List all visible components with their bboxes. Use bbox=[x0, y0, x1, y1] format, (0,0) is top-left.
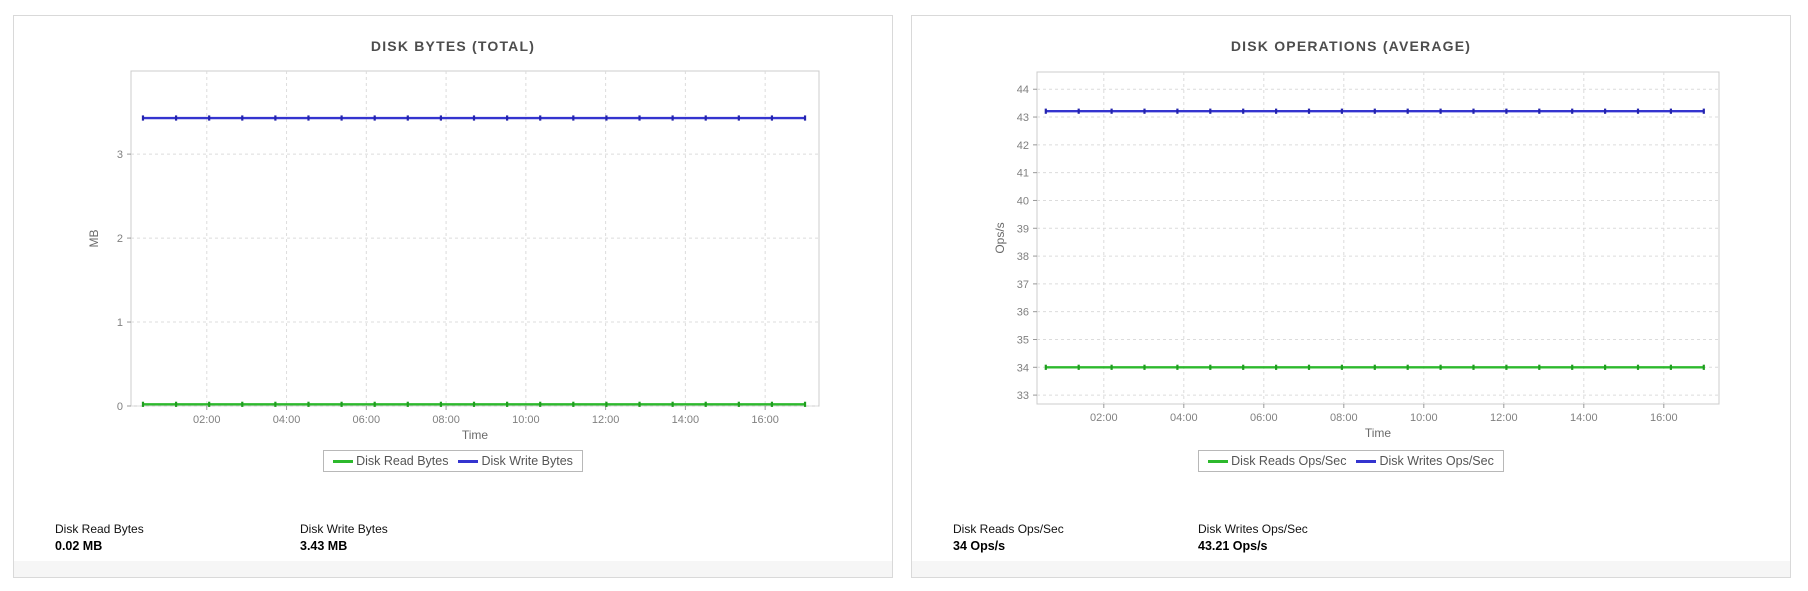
stat-value: 43.21 Ops/s bbox=[1198, 539, 1268, 553]
y-tick-label: 37 bbox=[1017, 279, 1029, 291]
chart-title: DISK BYTES (TOTAL) bbox=[370, 38, 536, 54]
x-tick-label: 04:00 bbox=[273, 414, 301, 426]
y-tick-label: 41 bbox=[1017, 168, 1029, 180]
stat-label: Disk Writes Ops/Sec bbox=[1198, 522, 1308, 536]
legend-label: Disk Read Bytes bbox=[356, 454, 449, 468]
x-tick-label: 08:00 bbox=[432, 414, 460, 426]
y-tick-label: 34 bbox=[1017, 362, 1029, 374]
y-tick-label: 35 bbox=[1017, 334, 1029, 346]
y-tick-label: 33 bbox=[1017, 390, 1029, 402]
y-tick-label: 38 bbox=[1017, 251, 1029, 263]
legend-row: Disk Reads Ops/Sec Disk Writes Ops/Sec bbox=[912, 450, 1790, 472]
panel-disk-operations: DISK OPERATIONS (AVERAGE) 33 34 35 36 37 38 39… bbox=[911, 15, 1791, 578]
y-tick-label: 44 bbox=[1017, 84, 1029, 96]
chart-legend: Disk Reads Ops/Sec Disk Writes Ops/Sec bbox=[1198, 450, 1504, 472]
chart-title: DISK OPERATIONS (AVERAGE) bbox=[1230, 38, 1472, 54]
legend-item: Disk Reads Ops/Sec bbox=[1208, 454, 1346, 468]
x-tick-label: 16:00 bbox=[751, 414, 779, 426]
x-tick-label: 02:00 bbox=[1090, 412, 1118, 424]
stat-label: Disk Write Bytes bbox=[300, 522, 388, 536]
legend-item: Disk Write Bytes bbox=[458, 454, 573, 468]
stat-disk-read-bytes: Disk Read Bytes 0.02 MB bbox=[55, 522, 144, 556]
stat-disk-reads-ops: Disk Reads Ops/Sec 34 Ops/s bbox=[953, 522, 1064, 556]
panel-footer-strip bbox=[14, 561, 892, 577]
y-tick-label: 3 bbox=[117, 149, 123, 161]
x-tick-label: 10:00 bbox=[1410, 412, 1438, 424]
disk-operations-chart: 33 34 35 36 37 38 39 40 41 42 43 44 02:00 04:00 06:00 0… bbox=[993, 71, 1720, 440]
y-tick-label: 1 bbox=[117, 317, 123, 329]
stat-disk-write-bytes: Disk Write Bytes 3.43 MB bbox=[300, 522, 388, 556]
stat-label: Disk Read Bytes bbox=[55, 522, 144, 536]
x-axis-title: Time bbox=[462, 428, 489, 442]
y-tick-label: 2 bbox=[117, 233, 123, 245]
x-tick-label: 10:00 bbox=[512, 414, 540, 426]
legend-item: Disk Writes Ops/Sec bbox=[1356, 454, 1494, 468]
legend-swatch-line bbox=[458, 459, 479, 463]
y-tick-label: 43 bbox=[1017, 112, 1029, 124]
stat-disk-writes-ops: Disk Writes Ops/Sec 43.21 Ops/s bbox=[1198, 522, 1308, 556]
y-tick-label: 0 bbox=[117, 401, 123, 413]
disk-bytes-chart: 0 1 2 3 02:00 04:00 06:00 08:00 10:00 12:00 14:00 1… bbox=[87, 70, 820, 442]
stat-value: 3.43 MB bbox=[300, 539, 348, 553]
legend-label: Disk Write Bytes bbox=[481, 454, 573, 468]
legend-label: Disk Reads Ops/Sec bbox=[1231, 454, 1347, 468]
y-tick-label: 36 bbox=[1017, 307, 1029, 319]
x-tick-label: 12:00 bbox=[592, 414, 620, 426]
legend-swatch-line bbox=[1356, 459, 1377, 463]
y-tick-label: 40 bbox=[1017, 195, 1029, 207]
x-tick-label: 14:00 bbox=[1570, 412, 1598, 424]
plot-area bbox=[1036, 71, 1720, 405]
legend-row: Disk Read Bytes Disk Write Bytes bbox=[14, 450, 892, 472]
stat-label: Disk Reads Ops/Sec bbox=[953, 522, 1064, 536]
y-axis-title: MB bbox=[87, 230, 101, 248]
x-tick-label: 06:00 bbox=[1250, 412, 1278, 424]
legend-item: Disk Read Bytes bbox=[333, 454, 448, 468]
y-axis-title: Ops/s bbox=[993, 222, 1007, 253]
x-tick-label: 02:00 bbox=[193, 414, 221, 426]
x-tick-label: 14:00 bbox=[672, 414, 700, 426]
x-tick-label: 12:00 bbox=[1490, 412, 1518, 424]
panel-disk-bytes: DISK BYTES (TOTAL) 0 1 2 3 02:00 04:00 06:00 08… bbox=[13, 15, 893, 578]
stat-value: 0.02 MB bbox=[55, 539, 103, 553]
x-axis-title: Time bbox=[1365, 426, 1392, 440]
legend-swatch-line bbox=[333, 459, 354, 463]
legend-swatch-line bbox=[1208, 459, 1229, 463]
panel-footer-strip bbox=[912, 561, 1790, 577]
x-tick-label: 16:00 bbox=[1650, 412, 1678, 424]
stat-value: 34 Ops/s bbox=[953, 539, 1006, 553]
y-tick-label: 39 bbox=[1017, 223, 1029, 235]
x-tick-label: 08:00 bbox=[1330, 412, 1358, 424]
chart-legend: Disk Read Bytes Disk Write Bytes bbox=[323, 450, 583, 472]
x-tick-label: 06:00 bbox=[353, 414, 381, 426]
y-tick-label: 42 bbox=[1017, 140, 1029, 152]
legend-label: Disk Writes Ops/Sec bbox=[1379, 454, 1494, 468]
x-tick-label: 04:00 bbox=[1170, 412, 1198, 424]
